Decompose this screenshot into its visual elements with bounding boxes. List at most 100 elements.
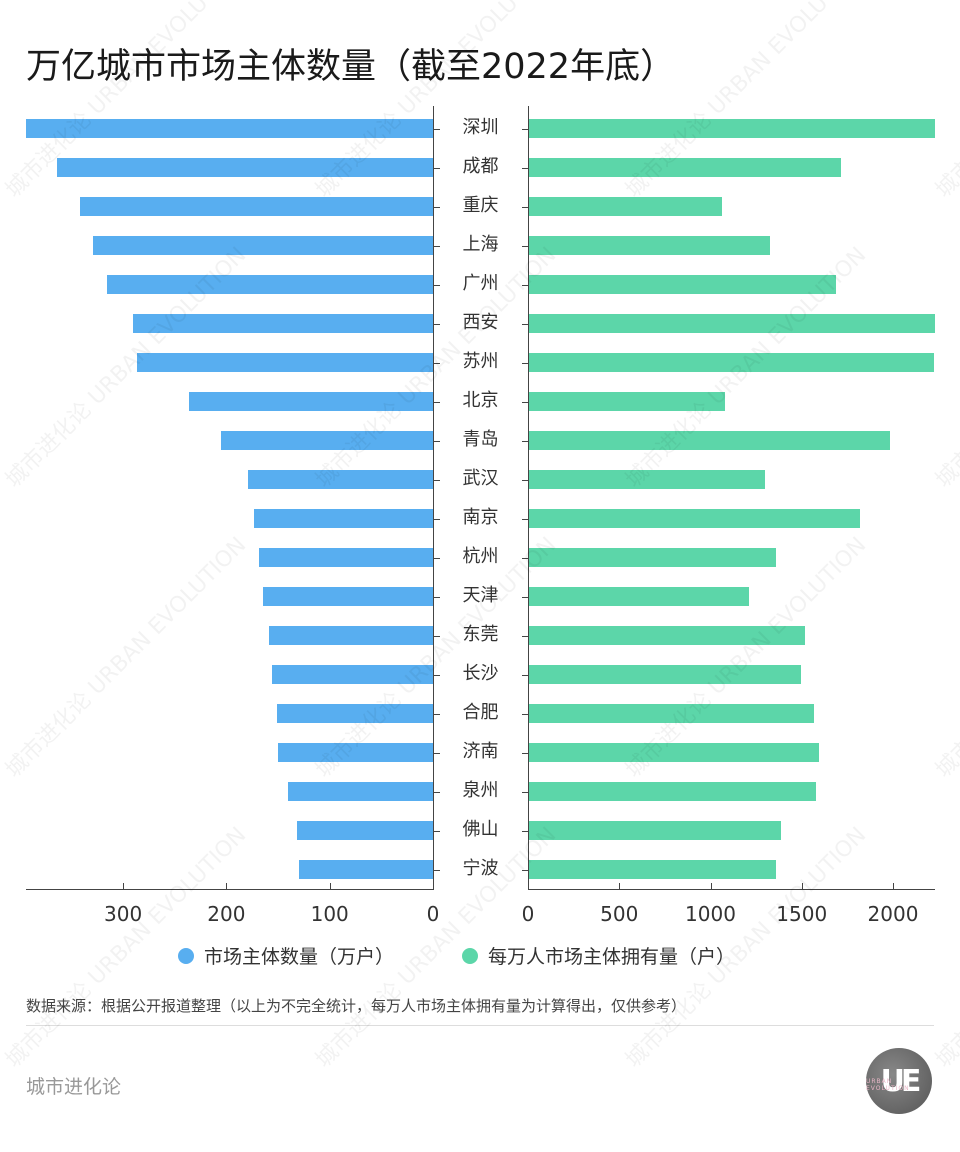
right-x-tick [801,883,803,889]
bar-per-10k [529,626,805,645]
right-x-axis-line [528,889,935,890]
left-tick [434,362,440,364]
city-label: 济南 [462,741,499,762]
right-x-tick [528,883,529,889]
bar-per-10k [529,704,815,723]
left-tick [434,167,440,169]
bar-per-10k [529,587,749,606]
right-tick [522,674,528,676]
bar-per-10k [529,743,819,762]
right-tick [522,596,528,598]
bar-per-10k [529,470,765,489]
city-label: 南京 [462,507,499,528]
divider [26,1025,934,1026]
right-tick [522,401,528,403]
right-tick [522,245,528,247]
right-tick [522,440,528,442]
city-label: 长沙 [462,663,499,684]
city-label: 武汉 [462,468,499,489]
bar-per-10k [529,158,842,177]
bar-per-10k [529,197,723,216]
right-axis-line [528,106,529,889]
left-x-tick-label: 300 [104,902,143,926]
city-label: 东莞 [462,624,499,645]
brand-name: 城市进化论 [26,1076,122,1098]
city-label: 上海 [462,234,499,255]
chart-title: 万亿城市市场主体数量（截至2022年底） [26,47,676,87]
right-tick [522,635,528,637]
legend-right-label: 每万人市场主体拥有量（户） [488,946,736,968]
bar-per-10k [529,119,936,138]
left-axis-line [433,106,434,889]
city-label: 佛山 [462,819,499,840]
legend-dot-blue-icon [178,947,194,964]
bar-market-entities [136,353,433,372]
left-x-tick [123,883,125,889]
city-label: 泉州 [462,780,499,801]
bar-per-10k [529,392,725,411]
data-source-note: 数据来源：根据公开报道整理（以上为不完全统计，每万人市场主体拥有量为计算得出，仅… [26,997,687,1015]
city-label: 重庆 [462,195,499,216]
city-label: 广州 [462,273,499,294]
bar-market-entities [271,665,433,684]
bar-market-entities [26,119,433,138]
left-x-tick [226,883,228,889]
ue-logo-icon: UE URBAN EVOLUTION [866,1048,932,1114]
right-tick [522,206,528,208]
legend-dot-green-icon [462,947,478,964]
bar-per-10k [529,275,836,294]
bar-market-entities [189,392,433,411]
logo-text: UE [880,1063,922,1099]
left-tick [434,674,440,676]
left-tick [434,713,440,715]
right-x-tick-label: 1000 [685,902,736,926]
bar-market-entities [106,275,433,294]
bar-per-10k [529,314,936,333]
legend-right: 每万人市场主体拥有量（户） [462,942,735,969]
right-tick [522,830,528,832]
legend-left-label: 市场主体数量（万户） [204,946,395,968]
city-label: 西安 [462,312,499,333]
right-tick [522,479,528,481]
left-x-axis-line [26,889,434,890]
city-label: 合肥 [462,702,499,723]
left-tick [434,284,440,286]
bar-per-10k [529,782,817,801]
right-tick [522,518,528,520]
bar-per-10k [529,665,801,684]
right-tick [522,167,528,169]
left-tick [434,206,440,208]
left-tick [434,323,440,325]
bar-market-entities [278,743,433,762]
bar-market-entities [298,860,433,879]
left-tick [434,752,440,754]
right-tick [522,557,528,559]
bar-market-entities [93,236,433,255]
right-x-tick-label: 1500 [776,902,828,926]
bar-per-10k [529,431,890,450]
right-tick [522,128,528,130]
bar-per-10k [529,509,861,528]
left-tick [434,635,440,637]
left-tick [434,479,440,481]
left-tick [434,401,440,403]
city-label: 青岛 [462,429,499,450]
left-x-tick [433,883,434,889]
left-tick [434,440,440,442]
left-tick [434,518,440,520]
bar-market-entities [262,587,433,606]
right-x-tick-label: 500 [600,902,639,926]
butterfly-bar-chart: 深圳 成都 重庆 上海 广州 西安 苏州 北京 青岛 武汉 南京 杭州 天津 东莞 长沙 合肥 济南 泉州 佛山 宁波… [26,106,936,926]
right-x-tick [710,883,712,889]
bar-market-entities [296,821,433,840]
left-x-tick-label: 0 [426,902,440,926]
right-x-tick-label: 2000 [867,902,919,926]
right-tick [522,284,528,286]
bar-per-10k [529,821,782,840]
right-tick [522,791,528,793]
right-tick [522,869,528,871]
bar-market-entities [277,704,433,723]
logo-subtext: URBAN EVOLUTION [866,1078,910,1092]
legend-left: 市场主体数量（万户） [178,942,394,969]
bar-market-entities [221,431,433,450]
